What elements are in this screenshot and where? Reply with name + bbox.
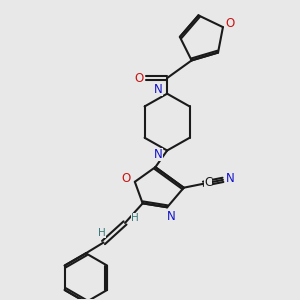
Text: C: C — [204, 176, 212, 189]
Text: H: H — [131, 213, 139, 223]
Text: N: N — [154, 83, 163, 96]
Text: O: O — [225, 17, 234, 30]
Text: N: N — [154, 148, 163, 161]
Text: H: H — [98, 228, 105, 238]
Text: O: O — [134, 71, 143, 85]
Text: O: O — [122, 172, 130, 185]
Text: N: N — [225, 172, 234, 185]
Text: N: N — [167, 210, 176, 223]
